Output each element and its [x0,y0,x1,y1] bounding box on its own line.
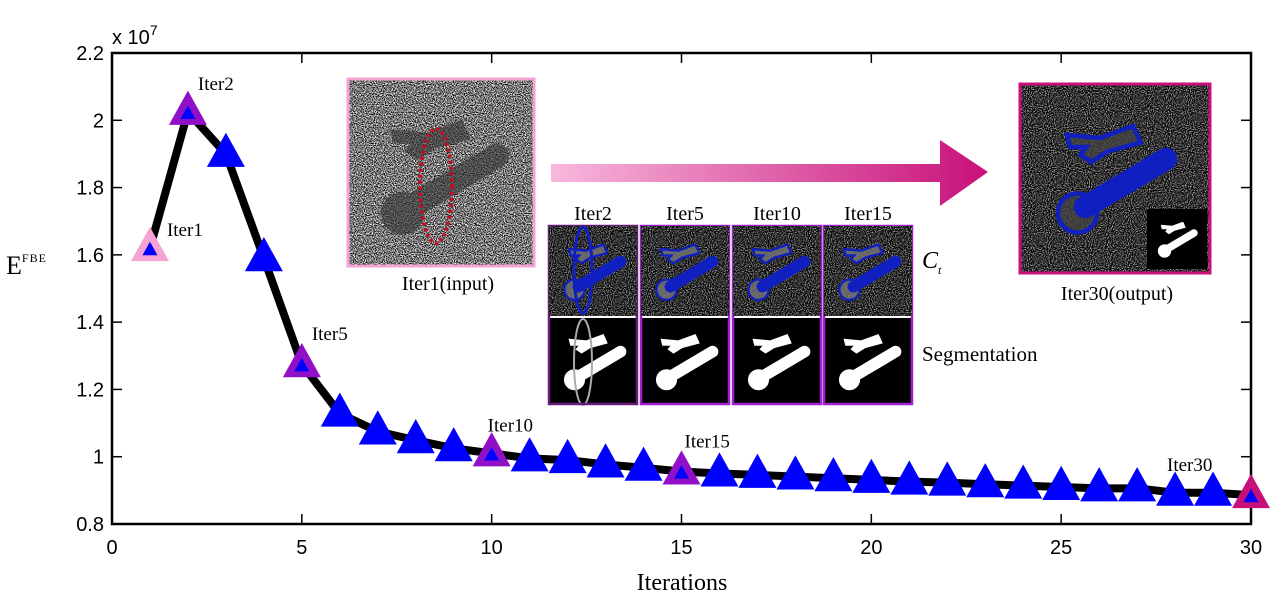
data-marker [624,446,663,481]
data-marker [966,463,1005,498]
data-marker [396,419,435,454]
point-annotation: Iter2 [198,74,234,95]
data-marker [320,392,359,427]
image-noise [641,226,729,316]
point-annotation: Iter5 [312,324,348,345]
data-marker [1080,467,1119,502]
contour-ellipse [572,225,594,315]
image-noise [348,79,534,266]
data-marker [890,460,929,495]
series: Iter1 Iter2 Iter5 Iter10 Iter15 Iter30 [130,74,1270,509]
x-tick-label: 30 [1240,537,1262,559]
input-border [346,77,536,268]
segmentation-image [824,318,912,404]
row-label-segmentation: Segmentation [922,342,1038,366]
axes: 0 5 10 15 20 25 30 0.8 1 1.2 1.4 1.6 1.8 2 2.2 [76,43,1262,559]
y-tick-label: 2 [93,110,104,132]
output-image [1018,82,1212,275]
x-tick-label: 0 [106,537,117,559]
highlight-marker-inner [142,241,158,256]
data-marker [1042,465,1081,500]
column-label: Iter15 [844,203,892,225]
x-tick-label: 10 [481,537,503,559]
data-marker [358,410,397,445]
point-annotation: Iter1 [167,220,203,241]
y-tick-label: 0.8 [76,514,104,536]
contour-image [733,226,821,316]
data-marker [776,455,815,490]
data-marker [586,443,625,478]
highlight-marker-inner [674,465,689,479]
contour-image [549,225,637,316]
point-annotation: Iter15 [685,432,730,453]
iteration-column: Iter5 [639,203,731,406]
data-marker [244,237,283,272]
data-marker [1194,471,1233,506]
segmentation-image [733,318,821,404]
data-marker [738,453,777,488]
data-marker [206,132,245,167]
image-noise [824,226,912,316]
highlight-marker-inner [484,446,500,461]
x-tick-label: 25 [1050,537,1072,559]
iteration-column: Iter10 [731,203,823,406]
segmentation-image [549,318,637,404]
row-label-ct-sub: t [938,263,942,277]
data-marker [928,461,967,496]
column-label: Iter2 [574,203,612,225]
y-tick-label: 1.2 [76,379,104,401]
x-tick-label: 15 [670,537,692,559]
highlight-marker-inner [180,105,196,120]
data-marker [1156,471,1195,506]
data-marker [814,457,853,492]
insets: Iter1(input) Iter30(output) Iter2 Iter5 Iter… [346,77,1212,406]
row-label-ct-base: C [922,248,939,274]
contour-image [824,226,912,316]
point-annotation: Iter30 [1167,455,1212,476]
data-marker [548,438,587,474]
y-multiplier: x 107 [112,22,158,49]
y-tick-label: 1 [93,447,104,469]
column-label: Iter5 [666,203,704,225]
contour-image [641,226,729,316]
input-image [346,77,536,268]
point-annotation: Iter10 [488,415,533,436]
input-label: Iter1(input) [402,273,494,295]
y-tick-label: 2.2 [76,43,104,65]
y-tick-label: 1.8 [76,178,104,200]
data-marker [434,427,473,462]
highlight-marker-inner [294,357,310,372]
x-tick-label: 20 [860,537,882,559]
output-label: Iter30(output) [1061,283,1173,305]
data-marker [700,452,739,487]
column-label: Iter10 [753,203,801,225]
data-marker [852,458,891,493]
data-marker [1118,467,1157,502]
y-tick-label: 1.6 [76,245,104,267]
arrow-icon [551,140,988,206]
row-label-ct: Ct [922,248,942,277]
output-border [1018,82,1212,275]
data-marker [510,437,549,472]
data-marker [1004,464,1043,499]
x-tick-label: 5 [296,537,307,559]
highlight-marker-inner [1243,488,1259,503]
image-noise [733,226,821,316]
y-axis-label: EFBE [6,251,47,280]
segmentation-image [641,318,729,404]
x-axis-label: Iterations [637,570,728,596]
y-tick-label: 1.4 [76,312,104,334]
initial-ellipse [418,127,454,245]
